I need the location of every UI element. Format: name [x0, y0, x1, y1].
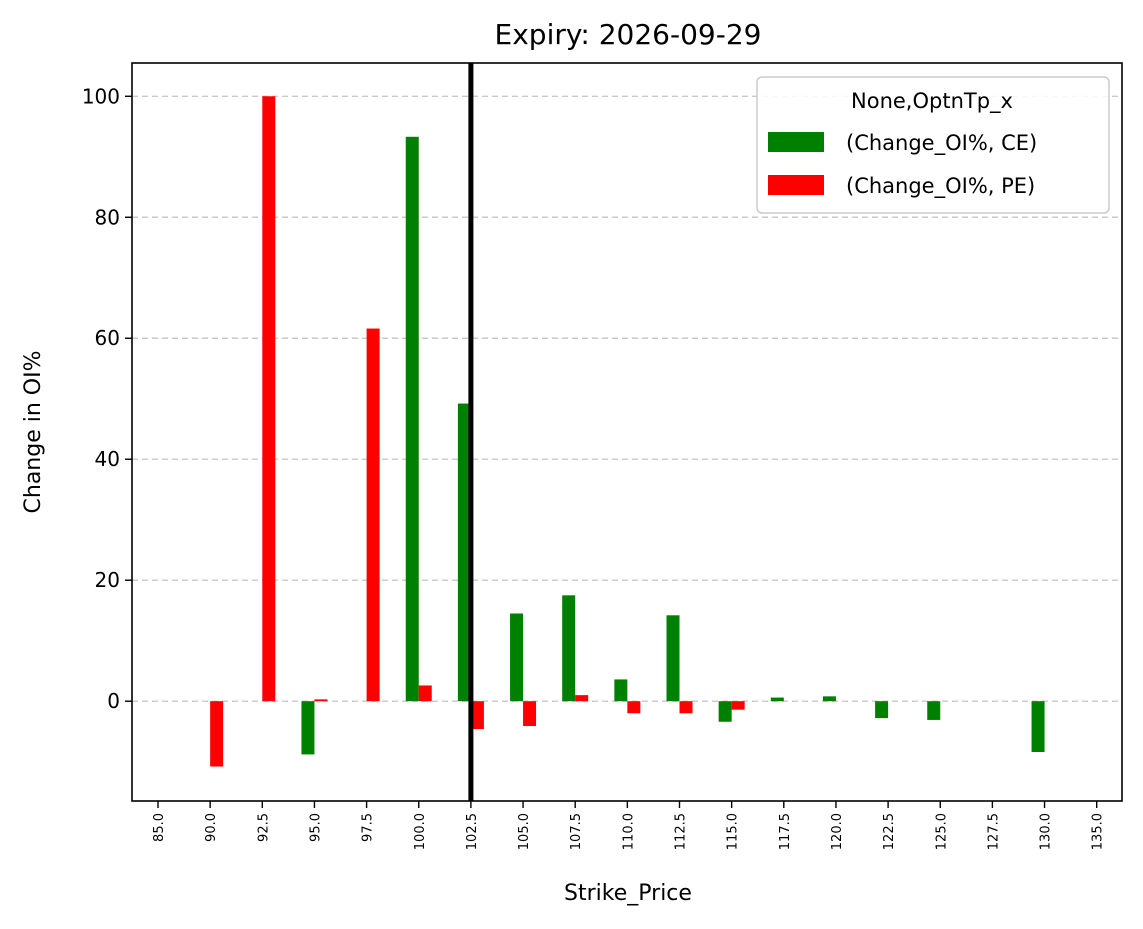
- xtick-label-120.0: 120.0: [830, 813, 845, 850]
- ytick-label-40: 40: [95, 447, 120, 471]
- bar-ce-112.5: [666, 615, 680, 702]
- bar-ce-107.5: [562, 595, 576, 702]
- x-axis-label: Strike_Price: [564, 881, 692, 906]
- bar-pe-90.0: [210, 701, 224, 767]
- xtick-label-127.5: 127.5: [986, 813, 1001, 850]
- bar-ce-100.0: [405, 136, 419, 702]
- legend-swatch-pe: [768, 175, 824, 195]
- bar-ce-122.5: [875, 701, 889, 719]
- xtick-label-100.0: 100.0: [413, 813, 428, 850]
- xtick-label-125.0: 125.0: [934, 813, 949, 850]
- xtick-label-97.5: 97.5: [361, 813, 376, 842]
- ytick-label-0: 0: [107, 689, 120, 713]
- xtick-label-107.5: 107.5: [569, 813, 584, 850]
- bar-ce-110.0: [614, 679, 628, 702]
- bar-ce-117.5: [770, 697, 784, 702]
- xtick-label-90.0: 90.0: [204, 813, 219, 842]
- x-axis-ticks: 85.0 90.0 92.5 95.0 97.5 100.0 102.5 105.0 107.5…: [152, 801, 1106, 850]
- bar-pe-112.5: [679, 701, 693, 714]
- bar-pe-92.5: [262, 96, 276, 702]
- ytick-label-80: 80: [95, 205, 120, 229]
- xtick-label-110.0: 110.0: [621, 813, 636, 850]
- xtick-label-135.0: 135.0: [1091, 813, 1106, 850]
- xtick-label-130.0: 130.0: [1039, 813, 1054, 850]
- legend: None,OptnTp_x (Change_OI%, CE) (Change_O…: [756, 76, 1110, 214]
- bar-pe-107.5: [575, 695, 589, 702]
- xtick-label-102.5: 102.5: [465, 813, 480, 850]
- legend-label-ce: (Change_OI%, CE): [846, 131, 1037, 156]
- xtick-label-112.5: 112.5: [674, 813, 689, 850]
- bar-pe-95.0: [314, 699, 328, 702]
- y-axis-ticks: 0 20 40 60 80 100: [82, 84, 132, 713]
- ytick-label-100: 100: [82, 84, 120, 108]
- legend-label-pe: (Change_OI%, PE): [846, 174, 1035, 199]
- chart-title: Expiry: 2026-09-29: [495, 18, 762, 51]
- ytick-label-60: 60: [95, 326, 120, 350]
- xtick-label-92.5: 92.5: [256, 813, 271, 842]
- xtick-label-122.5: 122.5: [882, 813, 897, 850]
- xtick-label-117.5: 117.5: [778, 813, 793, 850]
- bar-pe-102.5: [470, 701, 484, 730]
- legend-title: None,OptnTp_x: [851, 89, 1013, 114]
- bar-ce-125.0: [927, 701, 941, 720]
- legend-swatch-ce: [768, 132, 824, 152]
- bars: [210, 96, 1045, 767]
- bar-ce-130.0: [1031, 701, 1045, 753]
- y-gridlines: [132, 95, 1122, 702]
- xtick-label-105.0: 105.0: [517, 813, 532, 850]
- bar-pe-115.0: [731, 701, 745, 710]
- bar-ce-95.0: [301, 701, 315, 755]
- xtick-label-95.0: 95.0: [308, 813, 323, 842]
- bar-ce-105.0: [510, 613, 524, 702]
- ytick-label-20: 20: [95, 568, 120, 592]
- y-axis-label: Change in OI%: [21, 351, 46, 514]
- bar-ce-115.0: [718, 701, 732, 722]
- bar-pe-110.0: [627, 701, 641, 714]
- bar-pe-97.5: [366, 328, 380, 702]
- legend-box: [756, 76, 1110, 214]
- xtick-label-115.0: 115.0: [726, 813, 741, 850]
- bar-pe-105.0: [523, 701, 537, 726]
- bar-ce-102.5: [457, 403, 471, 702]
- bar-ce-120.0: [822, 696, 836, 702]
- xtick-label-85.0: 85.0: [152, 813, 167, 842]
- bar-pe-100.0: [418, 685, 432, 702]
